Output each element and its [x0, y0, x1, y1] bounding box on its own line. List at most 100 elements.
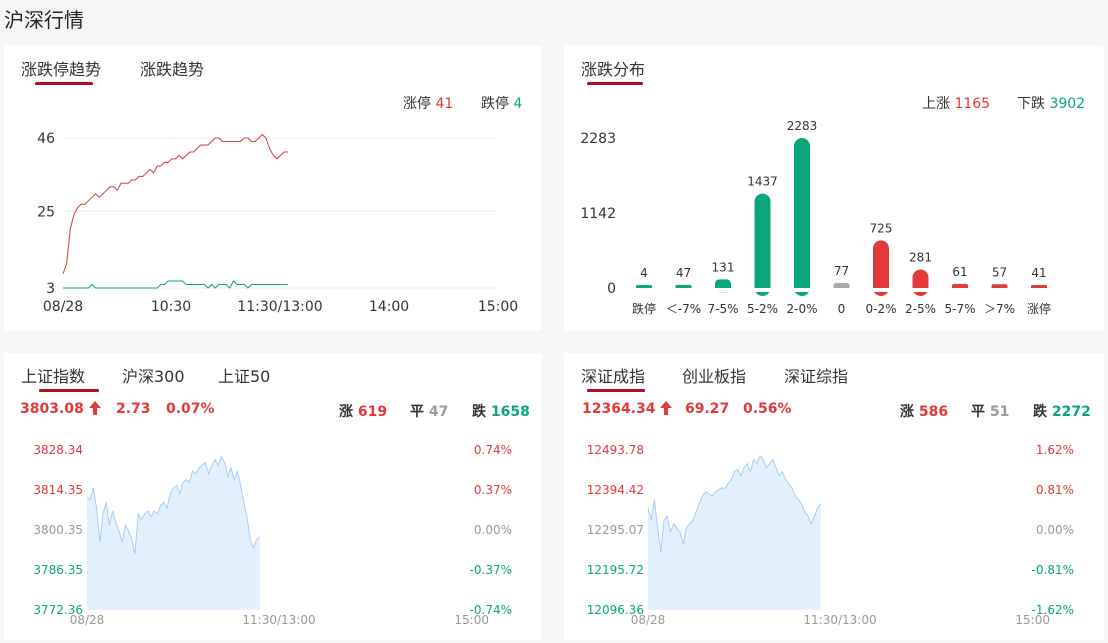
y-tick-label: 12195.72 [587, 563, 644, 577]
up-label: 涨 [900, 404, 914, 420]
category-label: 涨停 [1027, 301, 1051, 316]
sh-flat-stat: 平 47 [410, 401, 448, 421]
sh-change-pct: 0.07% [166, 401, 215, 417]
bar [873, 240, 889, 296]
bar [912, 269, 929, 296]
tab-limit-trend[interactable]: 涨跌停趋势 [21, 56, 101, 85]
limit-up-value: 41 [435, 96, 454, 112]
pct-tick-label: -1.62% [1032, 603, 1074, 617]
sz-up-stat: 涨 586 [900, 401, 948, 421]
limit-down-series-line [63, 280, 288, 289]
x-tick-label: 14:00 [369, 299, 409, 315]
bar-value-label: 131 [712, 260, 735, 274]
limit-up-stat: 涨停 41 [403, 93, 453, 113]
limit-down-stat: 跌停 4 [481, 93, 522, 113]
category-label: 5-2% [747, 302, 778, 316]
category-label: ＞7% [984, 302, 1015, 316]
up-count-label: 上涨 [922, 96, 950, 112]
page-title: 沪深行情 [4, 8, 84, 32]
x-tick-label: 11:30/13:00 [803, 613, 876, 627]
y-tick-label: 3 [46, 281, 55, 297]
x-tick-label: 15:00 [478, 299, 518, 315]
y-tick-label: 3828.34 [33, 443, 83, 457]
index-area [87, 456, 260, 610]
active-tab-underline [587, 82, 643, 85]
sh-down-stat: 跌 1658 [472, 401, 530, 421]
category-label: 2-5% [905, 302, 936, 316]
pct-tick-label: -0.37% [470, 563, 512, 577]
y-tick-label: 12295.07 [587, 523, 644, 537]
x-tick-label: 08/28 [43, 299, 83, 315]
index-line [86, 455, 261, 555]
active-tab-underline [35, 82, 93, 85]
tab-label: 创业板指 [682, 367, 747, 386]
tab-chinext[interactable]: 创业板指 [682, 363, 746, 387]
baseline-mask [624, 288, 1064, 292]
up-label: 涨 [339, 404, 353, 420]
pct-tick-label: 0.00% [474, 523, 512, 537]
tab-sh-composite[interactable]: 上证指数 [21, 363, 99, 392]
flat-label: 平 [971, 404, 985, 420]
index-line [647, 454, 822, 553]
down-label: 跌 [472, 404, 486, 420]
category-label: 0 [838, 302, 846, 316]
y-tick-label: 12394.42 [587, 483, 644, 497]
sz-price-value: 12364.34 [582, 401, 656, 417]
down-count-label: 下跌 [1017, 96, 1045, 112]
tab-rise-fall-trend[interactable]: 涨跌趋势 [140, 56, 204, 80]
sz-flat-stat: 平 51 [971, 401, 1009, 421]
y-tick-label: 46 [37, 131, 55, 147]
limit-trend-chart: 46 25 3 08/28 10:30 11:30/13:00 14:00 15:00 [37, 131, 518, 315]
tab-csi300[interactable]: 沪深300 [122, 363, 185, 387]
sh-index-chart: 3828.34 0.74% 3814.35 0.37% 3800.35 0.00% 3786… [33, 443, 512, 627]
sz-down-stat: 跌 2272 [1033, 401, 1091, 421]
sz-index-chart: 12493.78 1.62% 12394.42 0.81% 12295.07 0.00% 1… [587, 443, 1074, 627]
bar-value-label: 1437 [747, 175, 778, 189]
y-tick-label: 12493.78 [587, 443, 644, 457]
flat-value: 47 [428, 404, 449, 420]
category-label: 7-5% [707, 302, 738, 316]
flat-value: 51 [989, 404, 1010, 420]
tab-label: 深证综指 [784, 367, 849, 386]
y-tick-label: 2283 [580, 131, 616, 147]
distribution-chart: 2283 1142 0 4 跌停 47 ＜-7% 131 7-5% 1437 5-2% 2283 2-0… [580, 119, 1064, 316]
category-label: 5-7% [944, 302, 975, 316]
y-tick-label: 1142 [580, 206, 616, 222]
limit-up-label: 涨停 [403, 96, 431, 112]
bar-value-label: 61 [952, 265, 967, 279]
bar-value-label: 77 [834, 264, 849, 278]
tab-label: 上证50 [218, 367, 271, 386]
pct-tick-label: 0.00% [1036, 523, 1074, 537]
y-tick-label: 12096.36 [587, 603, 644, 617]
up-value: 586 [918, 404, 949, 420]
pct-tick-label: -0.74% [470, 603, 512, 617]
x-tick-label: 08/28 [631, 613, 666, 627]
x-tick-label: 11:30/13:00 [237, 299, 322, 315]
category-label: ＜-7% [666, 302, 701, 316]
down-count-value: 3902 [1049, 96, 1086, 112]
category-label: 0-2% [865, 302, 896, 316]
tab-sz-composite[interactable]: 深证综指 [784, 363, 848, 387]
y-tick-label: 3814.35 [33, 483, 83, 497]
sh-up-stat: 涨 619 [339, 401, 387, 421]
x-tick-label: 10:30 [151, 299, 191, 315]
bar-value-label: 41 [1031, 266, 1046, 280]
x-tick-label: 15:00 [1015, 613, 1050, 627]
sz-change-pct: 0.56% [743, 401, 792, 417]
limit-down-value: 4 [513, 96, 523, 112]
category-label: 2-0% [786, 302, 817, 316]
tab-label: 深证成指 [581, 367, 646, 386]
down-count-stat: 下跌 3902 [1017, 93, 1085, 113]
tab-label: 涨跌趋势 [140, 60, 205, 79]
tab-sz-component[interactable]: 深证成指 [581, 363, 646, 392]
limit-up-series-line [62, 133, 288, 275]
tab-sse50[interactable]: 上证50 [218, 363, 270, 387]
sz-change: 69.27 [685, 401, 730, 417]
x-tick-label: 08/28 [70, 613, 105, 627]
bar [794, 138, 810, 296]
tab-label: 涨跌分布 [581, 60, 646, 79]
y-tick-label: 3786.35 [33, 563, 83, 577]
pct-tick-label: 0.37% [474, 483, 512, 497]
bar-value-label: 281 [909, 251, 932, 265]
tab-distribution[interactable]: 涨跌分布 [581, 56, 646, 85]
